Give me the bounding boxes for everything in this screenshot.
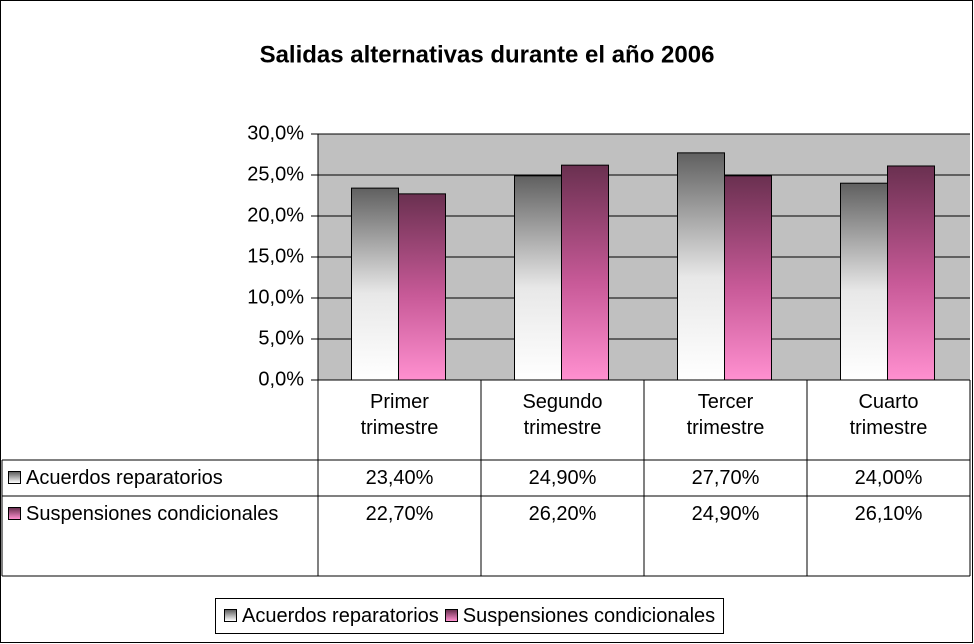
y-tick-label: 5,0% bbox=[258, 327, 304, 349]
bar bbox=[398, 193, 446, 381]
x-tick-label: Tercer trimestre bbox=[686, 391, 765, 439]
bar bbox=[351, 187, 399, 381]
bar bbox=[840, 182, 888, 381]
table-value: 26,10% bbox=[854, 503, 923, 525]
y-tick-label: 0,0% bbox=[258, 368, 304, 390]
bar bbox=[514, 175, 562, 381]
legend-swatch bbox=[224, 609, 237, 622]
chart-title: Salidas alternativas durante el año 2006 bbox=[260, 41, 715, 68]
legend-swatch bbox=[8, 507, 21, 520]
series-name: Suspensiones condicionales bbox=[26, 503, 279, 525]
table-value: 23,40% bbox=[365, 467, 434, 489]
bar bbox=[724, 175, 772, 381]
table-value: 26,20% bbox=[528, 503, 597, 525]
x-tick-label: Primer trimestre bbox=[360, 391, 439, 439]
table-row-header: Suspensiones condicionales bbox=[8, 501, 308, 527]
y-tick-label: 20,0% bbox=[247, 204, 304, 226]
table-value: 24,90% bbox=[691, 503, 760, 525]
table-value: 24,00% bbox=[854, 467, 923, 489]
y-tick-label: 25,0% bbox=[247, 163, 304, 185]
legend-swatch bbox=[8, 471, 21, 484]
legend-label: Suspensiones condicionales bbox=[462, 605, 716, 627]
bar bbox=[677, 152, 725, 381]
legend: Acuerdos reparatorios Suspensiones condic… bbox=[215, 598, 725, 634]
table-value: 27,70% bbox=[691, 467, 760, 489]
table-value: 22,70% bbox=[365, 503, 434, 525]
legend-swatch bbox=[444, 609, 458, 622]
table-row-header: Acuerdos reparatorios bbox=[8, 465, 308, 491]
x-tick-label: Segundo trimestre bbox=[522, 391, 603, 439]
y-tick-label: 15,0% bbox=[247, 245, 304, 267]
bar bbox=[887, 165, 935, 381]
table-value: 24,90% bbox=[528, 467, 597, 489]
bar bbox=[561, 164, 609, 381]
series-name: Acuerdos reparatorios bbox=[26, 467, 223, 489]
y-tick-label: 10,0% bbox=[247, 286, 304, 308]
y-tick-label: 30,0% bbox=[247, 122, 304, 144]
legend-label: Acuerdos reparatorios bbox=[242, 605, 439, 627]
x-tick-label: Cuarto trimestre bbox=[849, 391, 928, 439]
